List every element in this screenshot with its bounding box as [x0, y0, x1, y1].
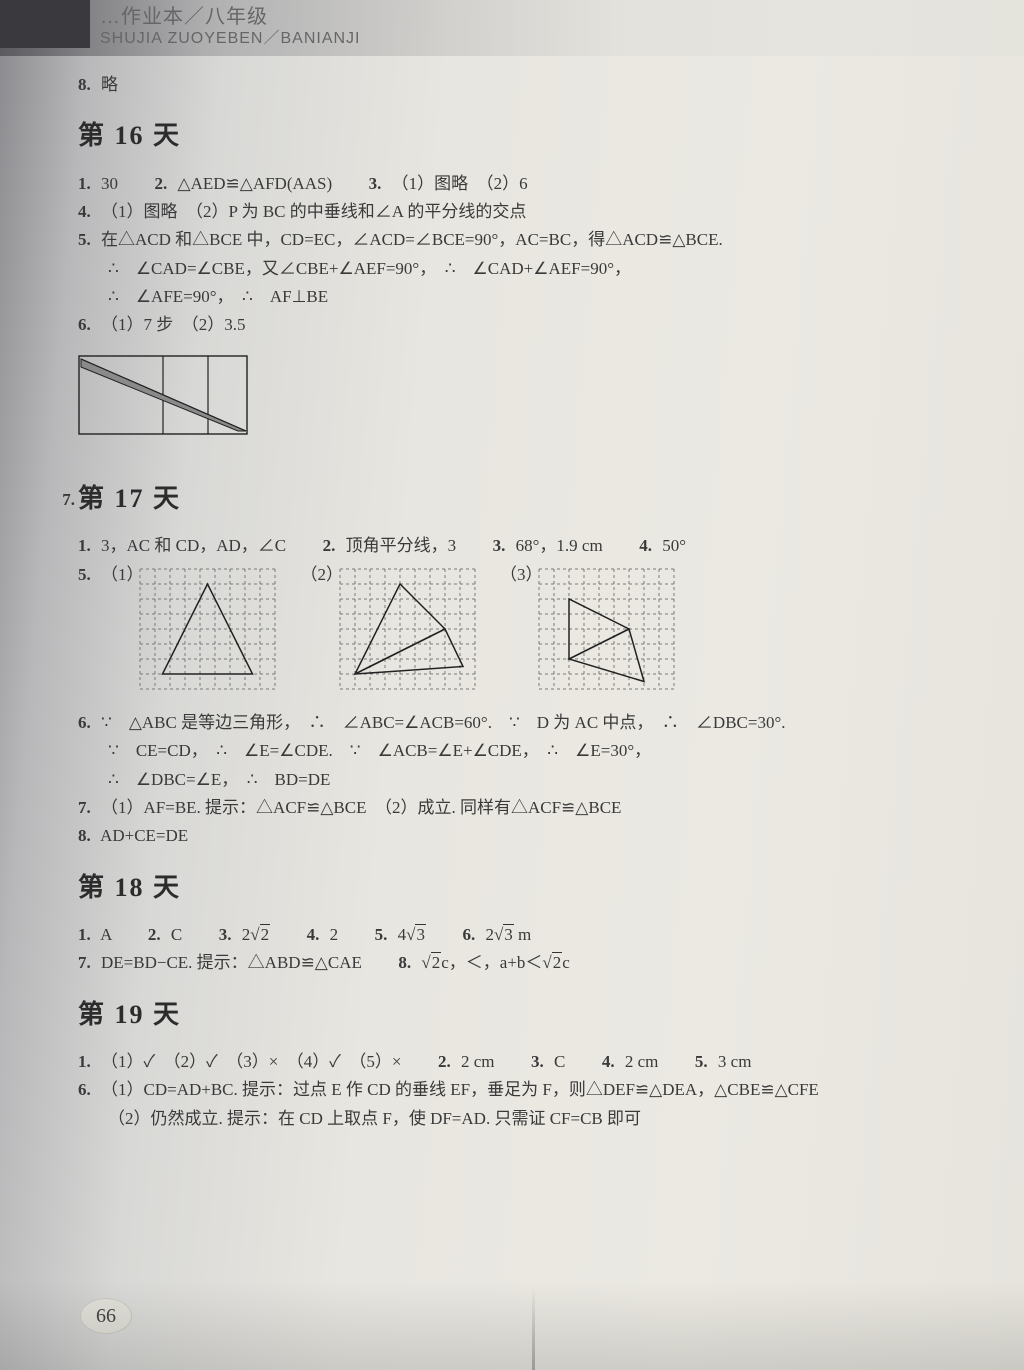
answer-text: ∵ △ABC 是等边三角形， ∴ ∠ABC=∠ACB=60°. ∵ D 为 AC…: [101, 713, 786, 732]
answer-text: 顶角平分线，3: [346, 536, 457, 555]
qnum: 2.: [438, 1052, 451, 1071]
answer-text: 3 cm: [718, 1052, 752, 1071]
d16-q4: 4. （1）图略 （2）P 为 BC 的中垂线和∠A 的平分线的交点: [78, 199, 964, 225]
d17-grid-1: [139, 568, 276, 698]
answer-text: 略: [101, 75, 118, 94]
answer-text: 2 cm: [625, 1052, 659, 1071]
prev-q8: 8. 略: [78, 72, 964, 98]
header-title-pinyin: SHUJIA ZUOYEBEN／BANIANJI: [100, 24, 361, 48]
part-label: （2）: [301, 562, 335, 588]
qnum: 2.: [155, 174, 168, 193]
answer-text: （1）图略 （2）P 为 BC 的中垂线和∠A 的平分线的交点: [101, 202, 526, 221]
answer-text: （1）图略 （2）6: [392, 174, 528, 193]
answer-text: √2c，＜，a+b＜√2c: [421, 953, 569, 972]
part-label: （1）: [101, 562, 135, 588]
answer-text: 4√3: [398, 925, 426, 944]
answer-text: 在△ACD 和△BCE 中，CD=EC，∠ACD=∠BCE=90°，AC=BC，…: [101, 230, 723, 249]
d16-q6: 6. （1）7 步 （2）3.5: [78, 312, 964, 338]
bottom-shadow: [0, 1280, 1024, 1370]
qnum: 8.: [78, 826, 91, 845]
d18-line-7-8: 7. DE=BD−CE. 提示：△ABD≌△CAE 8. √2c，＜，a+b＜√…: [78, 950, 964, 976]
qnum: 5.: [695, 1052, 708, 1071]
d19-q6-l1: 6. （1）CD=AD+BC. 提示：过点 E 作 CD 的垂线 EF，垂足为 …: [78, 1077, 964, 1103]
d16-q5-l1: 5. 在△ACD 和△BCE 中，CD=EC，∠ACD=∠BCE=90°，AC=…: [78, 227, 964, 253]
heading-day-18: 第 18 天: [78, 868, 964, 908]
answer-text: 2√3 m: [485, 925, 531, 944]
d19-line-1-5: 1. （1）✓ （2）✓ （3）× （4）✓ （5）× 2. 2 cm 3. C…: [78, 1049, 964, 1075]
qnum: 6.: [78, 315, 91, 334]
answer-text: （1）CD=AD+BC. 提示：过点 E 作 CD 的垂线 EF，垂足为 F，则…: [101, 1080, 819, 1099]
qnum: 1.: [78, 174, 91, 193]
heading-day-17: 第 17 天: [78, 479, 964, 519]
d17-q6-l2: ∵ CE=CD， ∴ ∠E=∠CDE. ∵ ∠ACB=∠E+∠CDE， ∴ ∠E…: [108, 738, 964, 764]
answer-text: AD+CE=DE: [100, 826, 188, 845]
d17-q8: 8. AD+CE=DE: [78, 823, 964, 849]
qnum: 3.: [493, 536, 506, 555]
answer-text: 3，AC 和 CD，AD，∠C: [101, 536, 286, 555]
qnum: 6.: [78, 1080, 91, 1099]
qnum: 5.: [375, 925, 388, 944]
qnum: 3.: [369, 174, 382, 193]
d17-q7: 7. （1）AF=BE. 提示：△ACF≌△BCE （2）成立. 同样有△ACF…: [78, 795, 964, 821]
page-fold-line: [532, 1286, 535, 1370]
d17-grid-3: [538, 568, 675, 698]
answer-text: △AED≌△AFD(AAS): [178, 174, 333, 193]
d16-q5-l2: ∴ ∠CAD=∠CBE，又∠CBE+∠AEF=90°， ∴ ∠CAD+∠AEF=…: [108, 256, 964, 282]
page-content: 8. 略 第 16 天 1. 30 2. △AED≌△AFD(AAS) 3. （…: [78, 70, 964, 1310]
d19-q6-l2: （2）仍然成立. 提示：在 CD 上取点 F，使 DF=AD. 只需证 CF=C…: [108, 1106, 964, 1132]
qnum: 7.: [62, 490, 75, 509]
answer-text: 68°，1.9 cm: [516, 536, 603, 555]
qnum: 1.: [78, 1052, 91, 1071]
d17-q6-l3: ∴ ∠DBC=∠E， ∴ BD=DE: [108, 767, 964, 793]
answer-text: A: [100, 925, 111, 944]
qnum: 3.: [219, 925, 232, 944]
d16-q7: 7.: [78, 349, 964, 453]
d16-line-1-3: 1. 30 2. △AED≌△AFD(AAS) 3. （1）图略 （2）6: [78, 171, 964, 197]
part-label: （3）: [500, 562, 534, 588]
qnum: 7.: [78, 798, 91, 817]
heading-day-19: 第 19 天: [78, 995, 964, 1035]
answer-text: 30: [101, 174, 118, 193]
qnum: 5.: [78, 230, 91, 249]
d16-q5-l3: ∴ ∠AFE=90°， ∴ AF⊥BE: [108, 284, 964, 310]
qnum: 1.: [78, 536, 91, 555]
qnum: 7.: [78, 953, 91, 972]
answer-text: 2 cm: [461, 1052, 495, 1071]
answer-text: 50°: [662, 536, 686, 555]
qnum: 5.: [78, 565, 91, 584]
book-header-band: …作业本／八年级 SHUJIA ZUOYEBEN／BANIANJI: [0, 0, 1024, 56]
d18-line-1-6: 1. A 2. C 3. 2√2 4. 2 5. 4√3 6. 2√3 m: [78, 922, 964, 948]
qnum: 6.: [78, 713, 91, 732]
qnum: 4.: [639, 536, 652, 555]
qnum: 4.: [307, 925, 320, 944]
answer-text: （1）7 步 （2）3.5: [101, 315, 246, 334]
d16-q7-figure: [78, 355, 248, 443]
qnum: 8.: [398, 953, 411, 972]
answer-text: C: [171, 925, 182, 944]
heading-day-16: 第 16 天: [78, 116, 964, 156]
d17-q6-l1: 6. ∵ △ABC 是等边三角形， ∴ ∠ABC=∠ACB=60°. ∵ D 为…: [78, 710, 964, 736]
answer-text: （1）AF=BE. 提示：△ACF≌△BCE （2）成立. 同样有△ACF≌△B…: [101, 798, 621, 817]
answer-text: 2: [330, 925, 339, 944]
qnum: 4.: [78, 202, 91, 221]
d17-line-1-4: 1. 3，AC 和 CD，AD，∠C 2. 顶角平分线，3 3. 68°，1.9…: [78, 533, 964, 559]
qnum: 3.: [531, 1052, 544, 1071]
qnum: 4.: [602, 1052, 615, 1071]
header-logo-block: [0, 0, 90, 48]
d17-grid-2: [339, 568, 476, 698]
qnum: 2.: [148, 925, 161, 944]
d17-q5: 5. （1） （2） （3）: [78, 562, 964, 708]
answer-text: （1）✓ （2）✓ （3）× （4）✓ （5）×: [101, 1052, 402, 1071]
answer-text: C: [554, 1052, 565, 1071]
answer-text: 2√2: [242, 925, 270, 944]
qnum: 1.: [78, 925, 91, 944]
qnum: 6.: [462, 925, 475, 944]
qnum: 8.: [78, 75, 91, 94]
answer-text: DE=BD−CE. 提示：△ABD≌△CAE: [101, 953, 362, 972]
qnum: 2.: [323, 536, 336, 555]
